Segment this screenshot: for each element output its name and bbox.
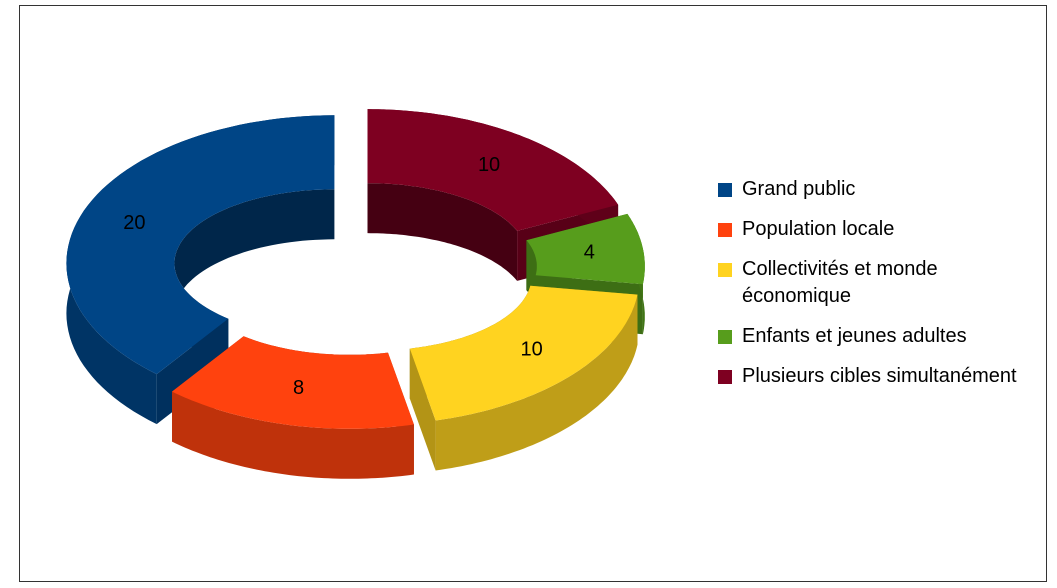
- legend-swatch: [718, 263, 732, 277]
- chart-frame: [19, 5, 1047, 582]
- slice: [409, 285, 638, 471]
- legend-item: Collectivités et monde économique: [718, 256, 1036, 310]
- legend-label: Enfants et jeunes adultes: [742, 325, 967, 347]
- inner-wall: [367, 183, 518, 281]
- legend-label: Collectivités et monde économique: [742, 258, 938, 307]
- legend-item: Plusieurs cibles simultanément: [718, 363, 1036, 390]
- data-label: 4: [584, 241, 595, 263]
- slice-top: [367, 109, 619, 231]
- legend: Grand public Population locale Collectivit…: [718, 176, 1036, 403]
- legend-label: Plusieurs cibles simultanément: [742, 365, 1017, 387]
- slice: [172, 336, 414, 479]
- data-label: 20: [123, 212, 145, 234]
- legend-swatch: [718, 223, 732, 237]
- outer-wall: [435, 294, 638, 471]
- data-label: 10: [521, 339, 543, 361]
- data-label: 10: [478, 154, 500, 176]
- end-cap: [409, 348, 436, 471]
- slice-top: [409, 285, 638, 421]
- legend-swatch: [718, 183, 732, 197]
- slice-top: [526, 213, 645, 285]
- slice-top: [66, 115, 335, 375]
- legend-swatch: [718, 330, 732, 344]
- legend-label: Grand public: [742, 178, 856, 200]
- legend-item: Enfants et jeunes adultes: [718, 323, 1036, 350]
- legend-item: Population locale: [718, 216, 1036, 243]
- outer-wall: [172, 391, 414, 479]
- legend-swatch: [718, 370, 732, 384]
- data-label: 8: [293, 377, 304, 399]
- legend-label: Population locale: [742, 218, 895, 240]
- legend-item: Grand public: [718, 176, 1036, 203]
- slice-top: [172, 336, 414, 429]
